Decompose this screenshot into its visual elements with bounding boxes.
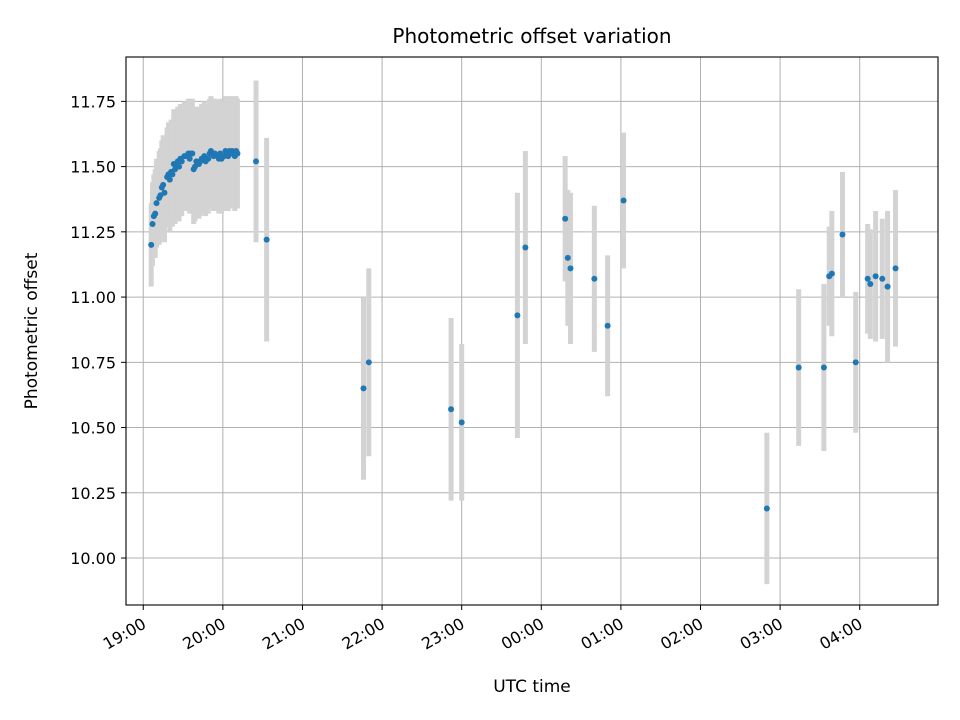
data-point: [205, 155, 212, 162]
data-point: [564, 254, 571, 261]
data-point: [166, 176, 173, 183]
data-point: [448, 406, 455, 413]
data-point: [514, 312, 521, 319]
data-point: [161, 189, 168, 196]
data-point: [892, 265, 899, 272]
data-point: [263, 236, 270, 243]
x-axis-title: UTC time: [493, 677, 571, 697]
data-point: [365, 359, 372, 366]
data-point: [763, 505, 770, 512]
data-point: [176, 163, 183, 170]
data-point: [234, 150, 241, 157]
x-tick-label: 22:00: [339, 614, 388, 654]
x-tick-label: 19:00: [100, 614, 149, 654]
data-point: [852, 359, 859, 366]
x-tick-label: 23:00: [418, 614, 467, 654]
x-tick-label: 20:00: [179, 614, 228, 654]
y-axis-title: Photometric offset: [22, 252, 42, 409]
grid: [126, 57, 938, 605]
data-point: [189, 150, 196, 157]
x-tick-label: 21:00: [259, 614, 308, 654]
data-point: [458, 419, 465, 426]
data-point: [148, 241, 155, 248]
y-tick-label: 10.00: [70, 549, 116, 568]
data-point: [149, 221, 156, 228]
x-tick-label: 02:00: [657, 614, 706, 654]
data-point: [872, 273, 879, 280]
data-point: [186, 155, 193, 162]
data-point: [160, 181, 167, 188]
data-point: [884, 283, 891, 290]
y-tick-label: 10.75: [70, 353, 116, 372]
data-point: [152, 210, 159, 217]
x-tick-label: 04:00: [816, 614, 865, 654]
data-point: [795, 364, 802, 371]
data-point: [567, 265, 574, 272]
data-point: [178, 158, 185, 165]
data-point: [604, 322, 611, 329]
data-points: [148, 147, 899, 512]
y-axis-ticks: 10.00 10.25 10.50 10.75 11.00 11.25 11.50 11.75: [70, 92, 126, 568]
chart-title: Photometric offset variation: [392, 24, 671, 48]
y-tick-label: 11.50: [70, 158, 116, 177]
y-tick-label: 11.25: [70, 223, 116, 242]
data-point: [153, 200, 160, 207]
data-point: [253, 158, 260, 165]
y-tick-label: 11.00: [70, 288, 116, 307]
plot-area-frame: [125, 56, 939, 606]
data-point: [620, 197, 627, 204]
data-point: [591, 275, 598, 282]
data-point: [864, 275, 871, 282]
data-point: [562, 215, 569, 222]
x-tick-label: 03:00: [737, 614, 786, 654]
x-axis-ticks: 19:00 20:00 21:00 22:00 23:00 00:00 01:00 02:00…: [100, 605, 866, 654]
x-tick-label: 01:00: [577, 614, 626, 654]
x-tick-label: 00:00: [498, 614, 547, 654]
data-point: [522, 244, 529, 251]
data-point: [828, 270, 835, 277]
y-tick-label: 11.75: [70, 92, 116, 111]
data-point: [839, 231, 846, 238]
data-point: [360, 385, 367, 392]
error-bars: [148, 80, 899, 585]
y-tick-label: 10.50: [70, 419, 116, 438]
data-point: [169, 171, 176, 178]
data-point: [879, 275, 886, 282]
data-point: [820, 364, 827, 371]
y-tick-label: 10.25: [70, 484, 116, 503]
data-point: [867, 281, 874, 288]
